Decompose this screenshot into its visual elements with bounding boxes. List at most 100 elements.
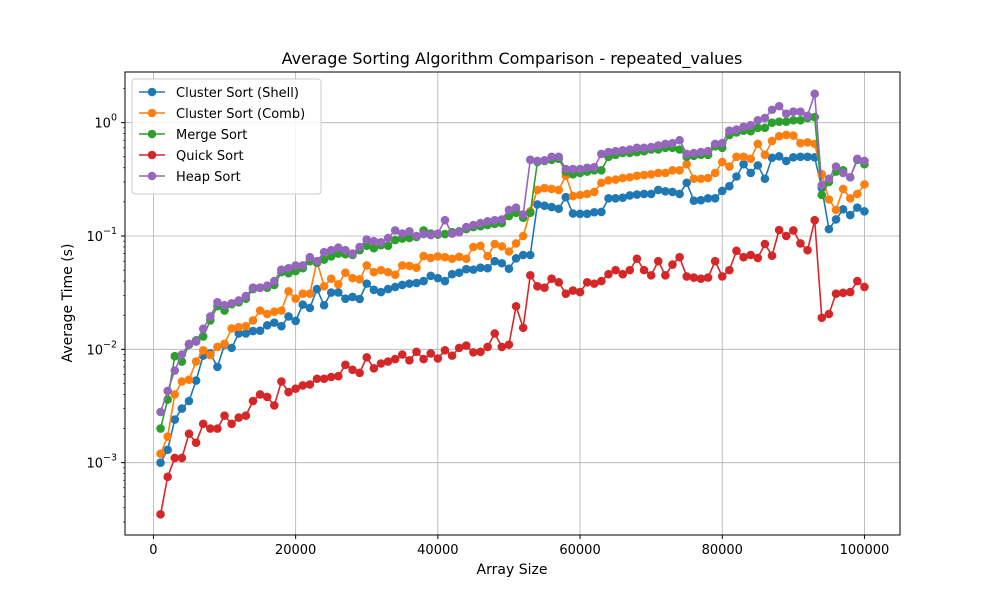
legend-item: Cluster Sort (Shell)	[139, 86, 299, 101]
data-point	[412, 278, 421, 288]
data-point	[490, 329, 500, 338]
data-point	[383, 357, 393, 366]
data-point	[440, 229, 450, 239]
data-point	[511, 239, 521, 248]
data-point	[348, 249, 357, 258]
data-point	[824, 174, 834, 184]
data-point	[661, 168, 670, 178]
y-tick-base: 10	[86, 343, 103, 358]
data-point	[525, 155, 535, 165]
data-point	[191, 376, 201, 385]
data-point	[611, 175, 620, 184]
data-point	[632, 171, 642, 181]
data-point	[803, 111, 812, 121]
data-point	[796, 239, 805, 248]
data-point	[767, 105, 777, 115]
data-point	[369, 267, 379, 277]
data-point	[561, 192, 571, 202]
data-point	[710, 194, 720, 203]
data-point	[653, 168, 663, 178]
data-point	[206, 312, 215, 321]
x-tick-label: 20000	[275, 543, 316, 558]
data-point	[198, 324, 208, 334]
data-point	[440, 276, 450, 286]
series-3	[156, 215, 869, 519]
data-point	[355, 242, 364, 252]
data-point	[604, 176, 613, 185]
data-point	[753, 115, 763, 125]
x-tick-label: 100000	[840, 543, 890, 558]
data-point	[390, 270, 400, 280]
data-point	[312, 374, 322, 384]
data-point	[390, 354, 400, 364]
data-point	[262, 392, 272, 402]
data-point	[305, 380, 315, 389]
data-point	[575, 209, 585, 219]
data-point	[582, 278, 592, 287]
data-point	[206, 424, 215, 433]
legend-item: Cluster Sort (Comb)	[139, 107, 305, 122]
x-tick-label: 80000	[702, 543, 743, 558]
data-point	[746, 168, 755, 178]
data-point	[732, 246, 741, 256]
data-point	[397, 280, 407, 290]
data-point	[717, 157, 727, 167]
data-point	[703, 146, 713, 156]
data-point	[817, 181, 827, 190]
data-point	[319, 300, 329, 310]
data-point	[625, 191, 635, 200]
data-point	[341, 268, 350, 277]
data-point	[575, 287, 585, 297]
data-point	[312, 284, 322, 294]
data-point	[490, 239, 500, 249]
legend-item: Merge Sort	[139, 128, 247, 143]
data-point	[355, 274, 364, 284]
y-tick-exponent: −3	[103, 453, 117, 464]
data-point	[298, 300, 308, 309]
data-point	[412, 263, 421, 273]
y-tick-exponent: −1	[103, 226, 117, 237]
data-point	[525, 208, 535, 218]
data-point	[426, 230, 436, 240]
data-point	[469, 348, 478, 357]
data-point	[781, 117, 791, 126]
data-point	[796, 152, 805, 162]
data-point	[781, 109, 791, 118]
data-point	[326, 252, 336, 261]
data-point	[170, 390, 180, 399]
data-point	[824, 224, 834, 234]
data-point	[234, 296, 244, 305]
data-point	[632, 143, 642, 153]
data-point	[774, 131, 784, 141]
data-point	[461, 222, 471, 232]
data-point	[710, 256, 720, 266]
legend-label: Heap Sort	[176, 170, 241, 185]
data-point	[504, 340, 514, 349]
data-point	[568, 286, 578, 295]
data-point	[412, 231, 421, 241]
data-point	[497, 342, 507, 352]
data-point	[454, 268, 464, 277]
data-point	[248, 396, 258, 406]
data-point	[447, 229, 457, 238]
legend-label: Quick Sort	[176, 149, 244, 164]
data-point	[725, 265, 734, 275]
data-point	[540, 156, 549, 165]
data-point	[767, 251, 777, 261]
data-point	[213, 424, 222, 433]
data-point	[348, 273, 357, 283]
data-point	[518, 250, 528, 260]
data-point	[156, 510, 165, 519]
data-point	[781, 130, 791, 140]
data-point	[838, 184, 848, 194]
y-axis-label: Average Time (s)	[60, 244, 76, 363]
data-point	[390, 226, 400, 235]
data-point	[518, 210, 528, 219]
data-point	[262, 281, 272, 290]
data-point	[461, 341, 471, 350]
data-point	[661, 187, 670, 196]
data-point	[270, 318, 279, 327]
data-point	[803, 138, 812, 147]
data-point	[163, 445, 172, 455]
data-point	[845, 287, 855, 297]
